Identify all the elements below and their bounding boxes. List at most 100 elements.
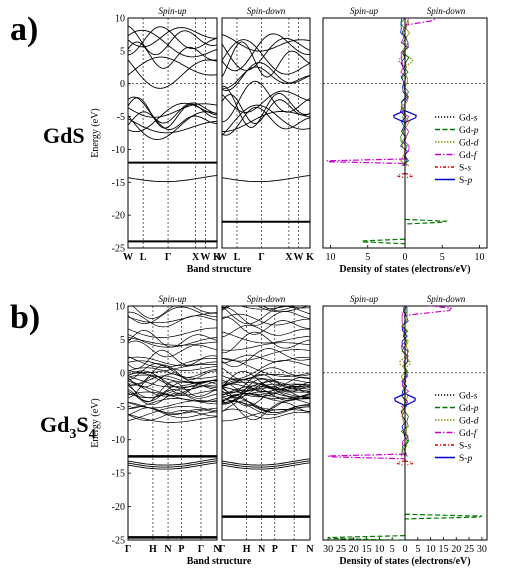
compound-b-sub1: 3 [69, 427, 76, 442]
y-tick-label: 0 [120, 79, 125, 90]
dos-spin-down-label: Spin-down [427, 294, 466, 304]
band-line [222, 397, 310, 414]
band-line [222, 357, 310, 377]
dos-peak-S-p [404, 110, 417, 124]
band-line-s [128, 174, 217, 183]
kpoint-label: P [272, 544, 278, 555]
legend-label-Gd-p: Gd-p [459, 126, 479, 136]
dos-xlabel: Density of states (electrons/eV) [339, 556, 470, 567]
band-line [222, 379, 310, 392]
band-line [128, 360, 217, 371]
y-tick-label: -5 [117, 112, 125, 123]
legend-label-S-s: S-s [459, 442, 471, 452]
dos-x-tick-label: 15 [438, 544, 448, 555]
band-xlabel: Band structure [187, 556, 252, 567]
dos-series [327, 306, 483, 540]
y-tick-label: -25 [112, 244, 125, 255]
kpoint-label: Γ [125, 544, 131, 555]
band-line [128, 340, 217, 358]
legend-label-element: Gd- [459, 404, 474, 414]
band-line [128, 103, 217, 118]
y-tick-label: -15 [112, 469, 125, 480]
band-line [128, 312, 217, 324]
legend-label-orbital: p [473, 404, 479, 414]
band-line [222, 373, 310, 386]
kpoint-label: N [213, 544, 221, 555]
legend-label-S-p: S-p [459, 454, 472, 464]
dos-x-tick-label: 5 [415, 544, 420, 555]
band-line [222, 316, 310, 335]
band-panel-spin-up: Spin-upΓ H N P Γ N [125, 294, 222, 555]
dos-x-tick-label: 10 [374, 544, 384, 555]
band-line [128, 311, 217, 328]
compound-b-mid: S [76, 412, 88, 437]
y-tick-label: 5 [120, 335, 125, 346]
band-spin-label: Spin-down [247, 294, 286, 304]
band-line [128, 349, 217, 369]
band-line [128, 413, 217, 423]
band-line [128, 407, 217, 416]
legend-label-Gd-d: Gd-d [459, 139, 479, 149]
band-line [222, 324, 310, 338]
legend-label-Gd-d: Gd-d [459, 417, 479, 427]
dos-peak-S-s [396, 172, 406, 179]
dos-x-tick-label: 25 [464, 544, 474, 555]
band-line [128, 363, 217, 381]
band-line [128, 356, 217, 368]
y-tick-label: 10 [115, 14, 125, 25]
dos-peak-Gd-p [404, 513, 483, 520]
band-line [128, 381, 217, 403]
band-line-s [222, 174, 310, 183]
legend-label-Gd-f: Gd-f [459, 428, 478, 439]
compound-label-b: Gd3S4 [40, 412, 96, 442]
band-line [128, 59, 217, 89]
kpoint-label: W [294, 252, 304, 263]
kpoint-label: H [243, 544, 251, 555]
band-line [222, 94, 310, 125]
band-line [222, 106, 310, 136]
legend-label-element: Gd- [459, 114, 474, 124]
band-line [128, 102, 217, 133]
y-tick-label: -20 [112, 211, 125, 222]
kpoint-label: W [123, 252, 133, 263]
band-spin-label: Spin-down [247, 6, 286, 16]
dos-spin-down-label: Spin-down [427, 6, 466, 16]
legend-label-orbital: d [474, 417, 479, 427]
band-line [222, 386, 310, 398]
dos-peak-Gd-f [327, 453, 406, 460]
kpoint-label: K [213, 252, 221, 263]
dos-peak-Gd-f [404, 18, 436, 26]
band-line [222, 306, 298, 311]
legend-label-orbital: d [474, 139, 479, 149]
band-line [132, 306, 217, 319]
legend-label-orbital: p [466, 176, 472, 186]
band-line [128, 380, 217, 399]
dos-x-tick-label: 10 [475, 252, 485, 263]
y-tick-label: -10 [112, 145, 125, 156]
band-line [222, 342, 310, 351]
band-line [222, 90, 310, 113]
compound-b-sub2: 4 [89, 427, 96, 442]
band-line [222, 41, 310, 78]
band-line [222, 379, 310, 395]
band-line [222, 397, 310, 421]
band-line [128, 410, 217, 421]
band-line [128, 391, 217, 406]
band-line [128, 406, 217, 419]
band-line [128, 329, 217, 348]
legend-label-orbital: p [473, 126, 479, 136]
legend-label-Gd-f: Gd-f [459, 150, 478, 161]
dos-x-tick-label: 5 [440, 252, 445, 263]
dos-valence-wiggle [400, 306, 409, 457]
dos-peak-S-p [404, 393, 416, 407]
dos-valence-wiggle [400, 18, 410, 167]
band-line [222, 39, 310, 75]
band-line [128, 363, 217, 373]
band-line [128, 118, 217, 134]
band-panel-spin-up: Spin-upW L Γ X W K [123, 6, 221, 263]
dos-x-tick-label: 10 [426, 544, 436, 555]
band-line [128, 306, 217, 324]
band-line [222, 37, 310, 71]
